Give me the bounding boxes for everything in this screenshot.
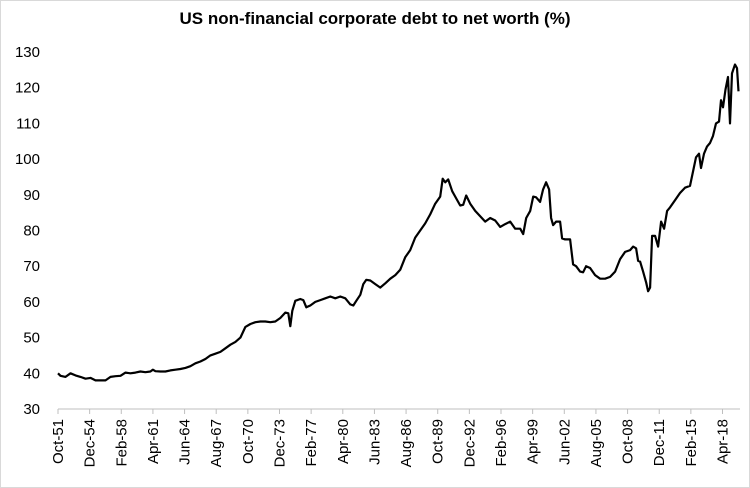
x-tick-label: Apr-18 bbox=[715, 419, 732, 464]
x-tick-label: Apr-99 bbox=[525, 419, 542, 464]
y-tick-label: 110 bbox=[16, 115, 40, 132]
series-line bbox=[57, 63, 740, 382]
y-tick-label: 60 bbox=[23, 294, 40, 311]
x-tick-label: Apr-80 bbox=[335, 419, 352, 464]
x-tick-label: Feb-96 bbox=[493, 419, 510, 467]
y-tick-label: 30 bbox=[23, 401, 40, 418]
y-tick-label: 100 bbox=[15, 151, 40, 168]
x-tick-label: Oct-51 bbox=[50, 419, 67, 464]
y-axis-ticks: 30 40 50 60 70 80 90 100 110 120 130 bbox=[15, 44, 40, 418]
x-tick-label: Oct-08 bbox=[620, 419, 637, 464]
x-tick-label: Feb-15 bbox=[683, 419, 700, 467]
x-tick-label: Oct-70 bbox=[240, 419, 257, 464]
y-tick-label: 90 bbox=[23, 187, 40, 204]
x-axis-ticks: Oct-51 Dec-54 Feb-58 Apr-61 Jun-64 Aug-67 Oct-… bbox=[50, 409, 732, 467]
x-tick-label: Jun-64 bbox=[177, 419, 194, 465]
y-tick-label: 80 bbox=[23, 223, 40, 240]
x-tick-label: Jun-02 bbox=[556, 419, 573, 465]
x-tick-label: Dec-54 bbox=[82, 419, 99, 467]
x-tick-label: Aug-05 bbox=[588, 419, 605, 467]
y-tick-label: 50 bbox=[23, 330, 40, 347]
y-tick-label: 130 bbox=[15, 44, 40, 61]
x-tick-label: Feb-77 bbox=[303, 419, 320, 467]
y-tick-label: 70 bbox=[23, 258, 40, 275]
x-tick-label: Aug-67 bbox=[208, 419, 225, 467]
x-tick-label: Apr-61 bbox=[145, 419, 162, 464]
x-tick-label: Aug-86 bbox=[398, 419, 415, 467]
x-tick-label: Feb-58 bbox=[113, 419, 130, 467]
y-tick-label: 120 bbox=[15, 80, 40, 97]
y-tick-label: 40 bbox=[23, 365, 40, 382]
x-tick-label: Dec-92 bbox=[461, 419, 478, 467]
x-tick-label: Dec-73 bbox=[272, 419, 289, 467]
x-tick-label: Oct-89 bbox=[430, 419, 447, 464]
x-tick-label: Dec-11 bbox=[651, 419, 668, 466]
chart-title: US non-financial corporate debt to net w… bbox=[179, 9, 571, 28]
x-tick-label: Jun-83 bbox=[366, 419, 383, 465]
